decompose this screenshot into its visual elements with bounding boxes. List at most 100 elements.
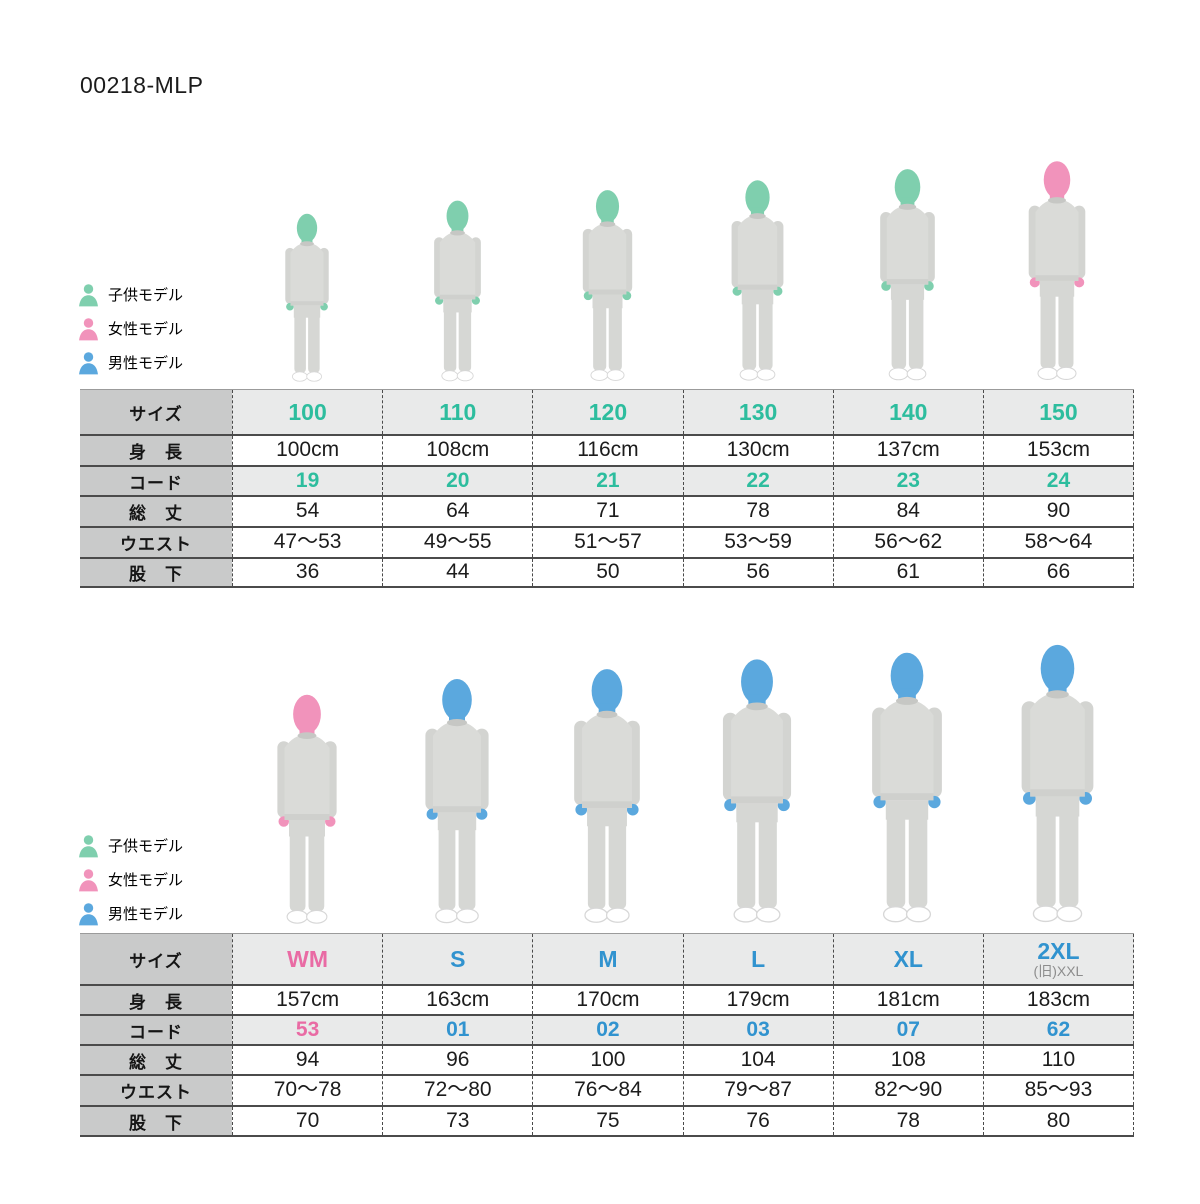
waist-cell: 79〜87 <box>682 1076 833 1105</box>
code-value: 19 <box>295 468 320 492</box>
row-label: 総 丈 <box>80 497 232 526</box>
height-value: 137cm <box>876 438 940 462</box>
height-value: 116cm <box>577 438 639 462</box>
waist-cell: 58〜64 <box>982 528 1135 557</box>
code-cell: 23 <box>832 467 983 495</box>
code-cell: 62 <box>982 1016 1135 1044</box>
row-label: 身 長 <box>80 436 232 465</box>
inseam-cell: 61 <box>832 559 983 586</box>
waist-cell: 53〜59 <box>682 528 833 557</box>
height-cell: 157cm <box>232 986 383 1014</box>
code-cell: 03 <box>682 1016 833 1044</box>
size-cell: WM <box>232 934 383 984</box>
total_length-value: 100 <box>590 1047 626 1071</box>
size-cell: 120 <box>532 390 683 434</box>
legend-item-label: 子供モデル <box>108 837 184 855</box>
row-label: 股 下 <box>80 559 232 586</box>
legend-item-label: 子供モデル <box>108 286 184 304</box>
size-cell: S <box>382 934 533 984</box>
inseam-value: 73 <box>446 1108 470 1132</box>
inseam-cell: 76 <box>682 1107 833 1135</box>
total_length-value: 110 <box>1041 1047 1076 1071</box>
code-cell: 07 <box>832 1016 983 1044</box>
total_length-cell: 54 <box>232 497 383 526</box>
adults-size-table: サイズ WM S M L XL 2XL (旧)XXL 身 長 157cm 163cm 170cm 179… <box>80 933 1135 1137</box>
code-value: 20 <box>446 468 470 492</box>
height-cell: 163cm <box>382 986 533 1014</box>
waist-value: 49〜55 <box>423 530 492 554</box>
size-value: WM <box>287 945 329 972</box>
height-cell: 179cm <box>682 986 833 1014</box>
row-label: コード <box>80 467 232 495</box>
legend-item: 男性モデル <box>78 345 183 379</box>
legend-item: 女性モデル <box>78 862 183 896</box>
size-value: M <box>598 945 618 972</box>
row-label: サイズ <box>80 390 232 434</box>
size-cell: L <box>682 934 833 984</box>
height-cell: 170cm <box>532 986 683 1014</box>
size-value: 2XL <box>1037 937 1080 964</box>
total_length-value: 90 <box>1046 499 1071 523</box>
row-label: 身 長 <box>80 986 232 1014</box>
size-value: 140 <box>889 398 928 425</box>
male-model-icon <box>78 901 99 926</box>
inseam-cell: 50 <box>532 559 683 586</box>
code-cell: 02 <box>532 1016 683 1044</box>
child-model-icon <box>78 833 99 858</box>
waist-cell: 70〜78 <box>232 1076 383 1105</box>
total_length-cell: 110 <box>982 1046 1135 1074</box>
height-value: 153cm <box>1026 438 1090 462</box>
size-value: XL <box>893 945 923 972</box>
code-cell: 21 <box>532 467 683 495</box>
product-code: 00218-MLP <box>80 72 204 98</box>
legend-item-label: 男性モデル <box>108 905 184 923</box>
total_length-cell: 64 <box>382 497 533 526</box>
code-value: 21 <box>596 468 620 492</box>
size-cell: 140 <box>832 390 983 434</box>
code-cell: 22 <box>682 467 833 495</box>
model-legend: 子供モデル 女性モデル 男性モデル <box>78 828 183 930</box>
row-label: ウエスト <box>80 1076 232 1105</box>
waist-value: 82〜90 <box>874 1078 943 1102</box>
size-value: 130 <box>738 398 778 425</box>
height-value: 170cm <box>576 987 640 1011</box>
inseam-value: 44 <box>446 560 470 584</box>
total_length-cell: 71 <box>532 497 683 526</box>
size-cell: XL <box>832 934 983 984</box>
inseam-cell: 44 <box>382 559 533 586</box>
waist-value: 70〜78 <box>273 1078 342 1102</box>
total_length-value: 84 <box>896 499 920 523</box>
female-model-figure <box>1014 157 1100 387</box>
male-model-figure <box>854 648 960 931</box>
waist-value: 47〜53 <box>273 530 342 554</box>
total_length-cell: 104 <box>682 1046 833 1074</box>
table-row-waist: ウエスト 47〜53 49〜55 51〜57 53〜59 56〜62 58〜64 <box>80 528 1135 559</box>
code-cell: 01 <box>382 1016 533 1044</box>
inseam-value: 66 <box>1046 560 1071 584</box>
male-model-figure <box>705 655 809 931</box>
inseam-value: 80 <box>1046 1108 1071 1132</box>
inseam-cell: 66 <box>982 559 1135 586</box>
child-model-figure <box>866 165 949 387</box>
total_length-cell: 84 <box>832 497 983 526</box>
height-cell: 100cm <box>232 436 383 465</box>
total_length-value: 104 <box>740 1047 776 1071</box>
total_length-value: 64 <box>446 499 470 523</box>
table-row-waist: ウエスト 70〜78 72〜80 76〜84 79〜87 82〜90 85〜93 <box>80 1076 1135 1107</box>
height-cell: 183cm <box>982 986 1135 1014</box>
code-value: 01 <box>446 1017 470 1041</box>
height-value: 183cm <box>1026 987 1090 1011</box>
table-row-height: 身 長 157cm 163cm 170cm 179cm 181cm 183cm <box>80 986 1135 1016</box>
code-value: 02 <box>596 1017 620 1041</box>
waist-value: 72〜80 <box>423 1078 492 1102</box>
inseam-cell: 70 <box>232 1107 383 1135</box>
height-value: 108cm <box>426 438 490 462</box>
table-row-size: サイズ 100 110 120 130 140 150 <box>80 390 1135 436</box>
code-value: 03 <box>746 1017 770 1041</box>
waist-cell: 85〜93 <box>982 1076 1135 1105</box>
legend-item: 男性モデル <box>78 896 183 930</box>
waist-cell: 56〜62 <box>832 528 983 557</box>
size-value: S <box>450 945 466 972</box>
size-cell: M <box>532 934 683 984</box>
